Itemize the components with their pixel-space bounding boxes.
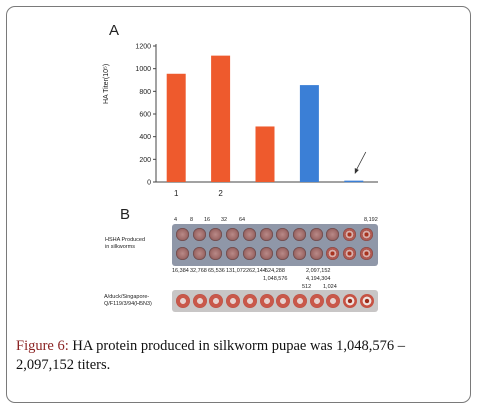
mid-label-4194304: 4,194,304	[306, 276, 331, 282]
y-tick-label-1000: 1000	[135, 66, 151, 73]
bar-1	[166, 73, 186, 182]
top-label-32: 32	[221, 217, 228, 223]
mid-label-1048576: 1,048,576	[263, 276, 288, 282]
well-row2-7	[276, 247, 290, 260]
well-row1-5	[242, 228, 256, 241]
well-row2-10	[326, 247, 340, 260]
row-label-1a: HSHA Produced	[105, 237, 146, 243]
well-control-1	[176, 294, 190, 308]
well-row1-11	[343, 228, 356, 241]
well-row2-4	[226, 247, 240, 260]
well-row1-7	[276, 228, 290, 241]
top-label-16: 16	[204, 217, 211, 223]
well-row2-3	[209, 247, 223, 260]
well-row2-11	[343, 247, 356, 260]
y-axis-label: HA Titer(10⁵)	[103, 63, 110, 104]
well-control-3	[209, 294, 224, 308]
well-row2-12	[359, 247, 373, 260]
x-tick-label-2: 2	[218, 189, 223, 197]
well-row2-9	[309, 247, 323, 260]
y-tick-label-800: 800	[139, 89, 151, 96]
bottom-label-16384: 16,384	[172, 268, 189, 274]
annotation-arrow-line	[355, 151, 367, 172]
well-row1-10	[326, 228, 340, 241]
top-label-64: 64	[239, 217, 246, 223]
well-control-6	[259, 294, 274, 308]
well-row1-6	[259, 228, 273, 241]
figure-frame	[6, 6, 471, 403]
bottom-label-524288: 524,288	[265, 268, 285, 274]
figure-number: Figure 6:	[16, 338, 69, 354]
annotation-arrow-head	[354, 168, 359, 174]
figure-caption: Figure 6: HA protein produced in silkwor…	[16, 337, 466, 375]
well-row1-8	[292, 228, 306, 241]
well-row1-2	[192, 228, 206, 241]
well-control-7	[276, 294, 291, 308]
well-row2-2	[192, 247, 206, 260]
row-label-1b: in silkworms	[105, 244, 135, 250]
hemagglutination-plate-control	[172, 290, 378, 312]
y-tick-label-600: 600	[139, 112, 151, 119]
well-control-8	[292, 294, 307, 308]
well-row1-1	[176, 228, 189, 241]
well-row1-12	[359, 228, 373, 241]
well-row1-4	[226, 228, 240, 241]
row-label-2b: Q/F119/3/94(H5N3)	[104, 301, 152, 307]
top-label-4: 4	[174, 217, 178, 223]
bar-chart: 0 200 400 600 800 1000 1200 1 2	[135, 44, 378, 197]
y-tick-label-0: 0	[147, 180, 151, 187]
top-label-8192: 8,192	[364, 217, 378, 223]
bar-4	[299, 85, 319, 182]
x-tick-label-1: 1	[174, 189, 179, 197]
bottom-label-65536: 65,536	[208, 268, 225, 274]
y-tick-label-400: 400	[139, 134, 151, 141]
top-label-8: 8	[190, 217, 194, 223]
bar-5	[344, 180, 364, 183]
row-label-2a: A/duck/Singapore-	[104, 294, 150, 300]
caption-text: HA protein produced in silkworm pupae wa…	[16, 338, 406, 373]
well-row1-3	[209, 228, 223, 241]
panel-b-label: B	[120, 206, 131, 223]
bottom-label-32768: 32,768	[190, 268, 207, 274]
well-control-9	[309, 294, 324, 308]
label-512: 512	[302, 284, 312, 290]
bottom-label-131072: 131,072	[226, 268, 246, 274]
label-1024: 1,024	[323, 284, 337, 290]
y-tick-label-1200: 1200	[135, 44, 151, 51]
well-control-10	[326, 294, 341, 308]
bar-3	[255, 126, 275, 182]
well-row2-5	[242, 247, 256, 260]
well-control-4	[226, 294, 241, 308]
well-row2-6	[259, 247, 273, 260]
well-control-12	[359, 294, 374, 308]
bar-2	[211, 55, 231, 183]
well-row1-9	[309, 228, 323, 241]
well-control-11	[343, 294, 357, 308]
y-tick-label-200: 200	[139, 157, 151, 164]
mid-label-2097152: 2,097,152	[306, 268, 331, 274]
well-control-2	[192, 294, 207, 308]
well-row2-1	[176, 247, 189, 260]
panel-a-label: A	[109, 22, 120, 39]
well-row2-8	[292, 247, 306, 260]
well-control-5	[242, 294, 257, 308]
bottom-label-262144: 262,144	[246, 268, 266, 274]
